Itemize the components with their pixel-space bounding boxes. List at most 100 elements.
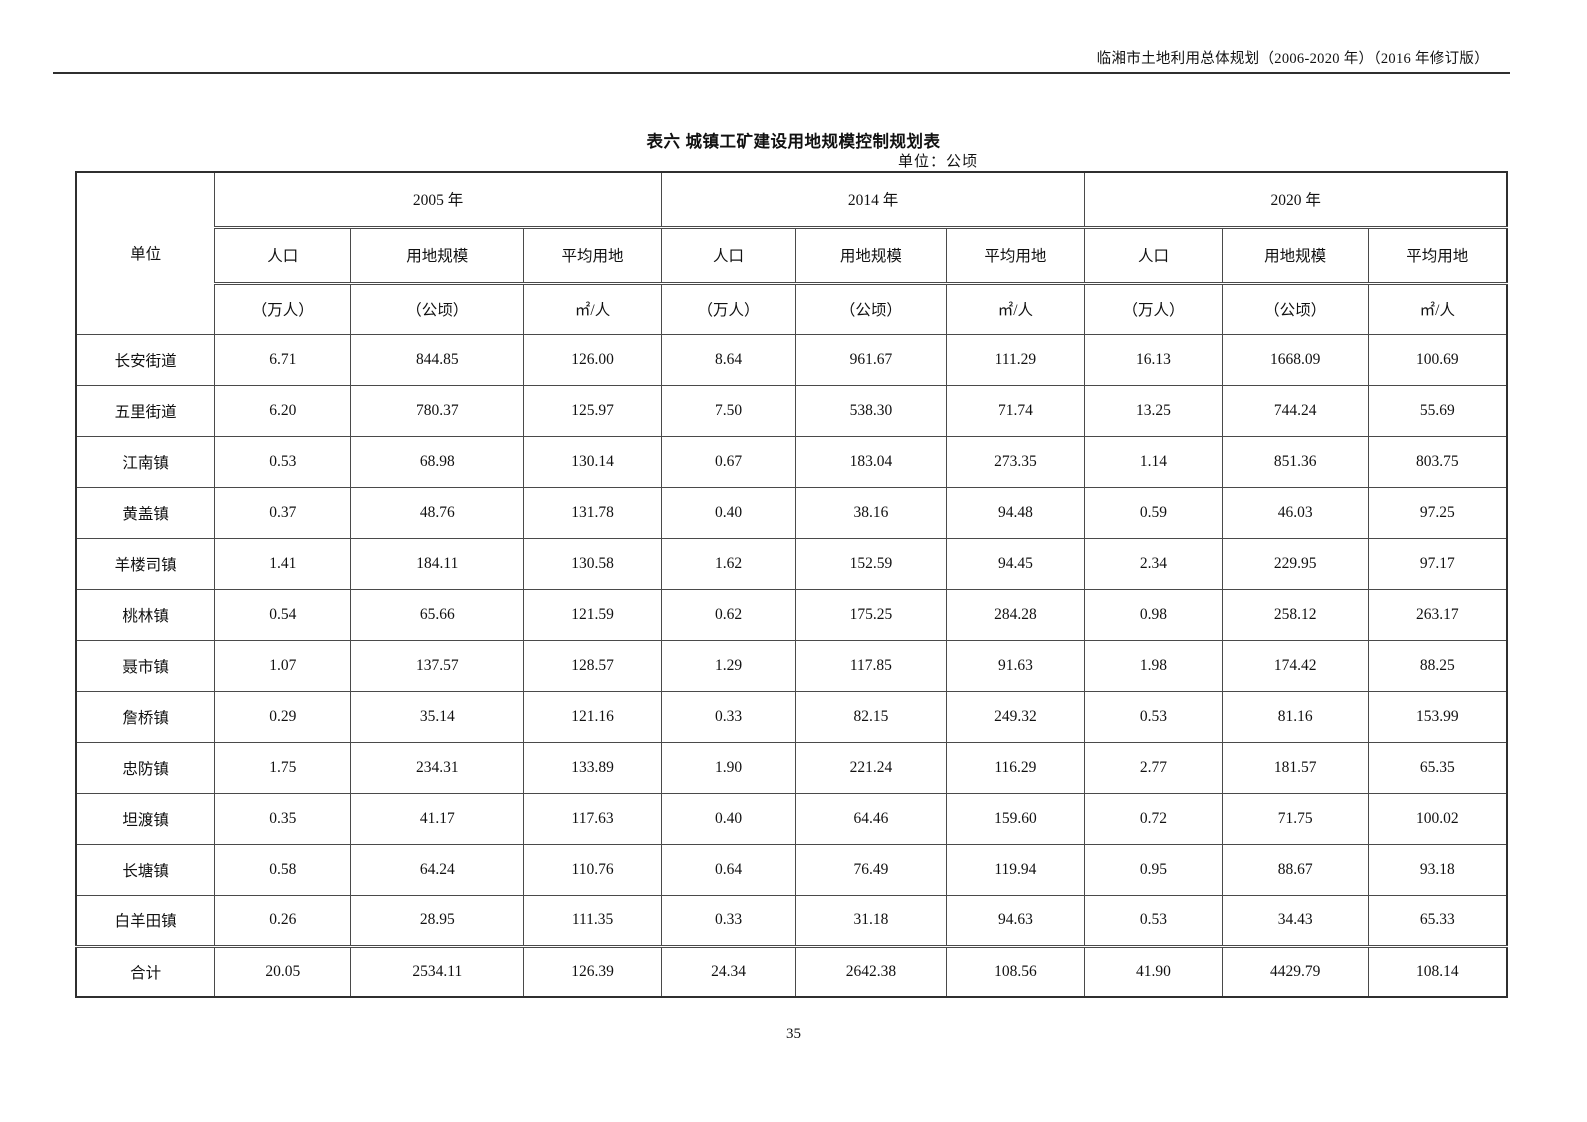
data-cell: 116.29 xyxy=(945,741,1086,794)
data-cell: 126.00 xyxy=(523,333,662,386)
data-cell: 126.39 xyxy=(523,944,662,998)
data-cell: 263.17 xyxy=(1367,588,1508,641)
year-group-header: 2014 年 xyxy=(660,171,1086,229)
data-cell: 117.85 xyxy=(795,639,947,692)
table-row: 桃林镇 0.54 65.66 121.59 0.62 175.25 284.28 0.98 25… xyxy=(75,588,1508,641)
data-cell: 0.29 xyxy=(214,690,352,743)
data-cell: 88.25 xyxy=(1367,639,1508,692)
data-cell: 71.75 xyxy=(1221,792,1369,845)
table-row: 坦渡镇 0.35 41.17 117.63 0.40 64.46 159.60 0.72 71.… xyxy=(75,792,1508,845)
column-header: 平均用地 xyxy=(1367,226,1508,285)
data-cell: 7.50 xyxy=(660,384,797,437)
data-cell: 234.31 xyxy=(350,741,525,794)
data-cell: 0.64 xyxy=(660,843,797,896)
table-row: 长安街道 6.71 844.85 126.00 8.64 961.67 111.29 16.1… xyxy=(75,333,1508,386)
column-header: 用地规模 xyxy=(1221,226,1369,285)
column-header: 用地规模 xyxy=(350,226,525,285)
row-name-cell: 五里街道 xyxy=(75,384,216,437)
data-cell: 100.02 xyxy=(1367,792,1508,845)
row-name-cell: 合计 xyxy=(75,944,216,998)
data-cell: 133.89 xyxy=(523,741,662,794)
data-cell: 88.67 xyxy=(1221,843,1369,896)
data-cell: 1668.09 xyxy=(1221,333,1369,386)
unit-header: （公顷） xyxy=(1221,282,1369,335)
data-cell: 1.98 xyxy=(1084,639,1223,692)
data-cell: 117.63 xyxy=(523,792,662,845)
data-cell: 38.16 xyxy=(795,486,947,539)
data-cell: 111.29 xyxy=(945,333,1086,386)
data-cell: 20.05 xyxy=(214,944,352,998)
planning-table: 单位 2005 年 2014 年 2020 年 人口 用地规模 平均用地 人口 … xyxy=(75,171,1508,998)
data-cell: 0.33 xyxy=(660,690,797,743)
data-cell: 93.18 xyxy=(1367,843,1508,896)
row-name-cell: 詹桥镇 xyxy=(75,690,216,743)
data-cell: 0.59 xyxy=(1084,486,1223,539)
data-cell: 1.29 xyxy=(660,639,797,692)
data-cell: 16.13 xyxy=(1084,333,1223,386)
data-cell: 82.15 xyxy=(795,690,947,743)
data-cell: 94.45 xyxy=(945,537,1086,590)
data-cell: 41.90 xyxy=(1084,944,1223,998)
row-name-cell: 桃林镇 xyxy=(75,588,216,641)
data-cell: 4429.79 xyxy=(1221,944,1369,998)
data-cell: 0.40 xyxy=(660,792,797,845)
unit-header: （公顷） xyxy=(795,282,947,335)
column-header: 平均用地 xyxy=(945,226,1086,285)
data-cell: 2642.38 xyxy=(795,944,947,998)
data-cell: 0.53 xyxy=(1084,894,1223,947)
data-cell: 65.35 xyxy=(1367,741,1508,794)
column-header: 用地规模 xyxy=(795,226,947,285)
row-name-cell: 坦渡镇 xyxy=(75,792,216,845)
table-title: 表六 城镇工矿建设用地规模控制规划表 xyxy=(646,133,941,151)
data-cell: 64.24 xyxy=(350,843,525,896)
table-row: 忠防镇 1.75 234.31 133.89 1.90 221.24 116.29 2.77 1… xyxy=(75,741,1508,794)
data-cell: 1.07 xyxy=(214,639,352,692)
data-cell: 34.43 xyxy=(1221,894,1369,947)
table-row: 长塘镇 0.58 64.24 110.76 0.64 76.49 119.94 0.95 88.… xyxy=(75,843,1508,896)
data-cell: 0.72 xyxy=(1084,792,1223,845)
data-cell: 0.26 xyxy=(214,894,352,947)
data-cell: 119.94 xyxy=(945,843,1086,896)
data-cell: 97.17 xyxy=(1367,537,1508,590)
data-cell: 1.41 xyxy=(214,537,352,590)
header-row-labels: 人口 用地规模 平均用地 人口 用地规模 平均用地 人口 用地规模 平均用地 xyxy=(76,226,1508,285)
unit-header: （万人） xyxy=(214,282,352,335)
row-name-cell: 羊楼司镇 xyxy=(75,537,216,590)
data-cell: 131.78 xyxy=(523,486,662,539)
data-cell: 153.99 xyxy=(1367,690,1508,743)
data-cell: 183.04 xyxy=(795,435,947,488)
data-cell: 1.75 xyxy=(214,741,352,794)
data-cell: 0.62 xyxy=(660,588,797,641)
data-cell: 0.67 xyxy=(660,435,797,488)
data-cell: 100.69 xyxy=(1367,333,1508,386)
data-cell: 229.95 xyxy=(1221,537,1369,590)
data-cell: 780.37 xyxy=(350,384,525,437)
data-cell: 184.11 xyxy=(350,537,525,590)
data-cell: 128.57 xyxy=(523,639,662,692)
data-cell: 0.33 xyxy=(660,894,797,947)
unit-header: ㎡/人 xyxy=(1367,282,1508,335)
data-cell: 1.90 xyxy=(660,741,797,794)
data-cell: 0.54 xyxy=(214,588,352,641)
unit-header: （万人） xyxy=(1084,282,1223,335)
data-cell: 68.98 xyxy=(350,435,525,488)
data-cell: 137.57 xyxy=(350,639,525,692)
data-cell: 538.30 xyxy=(795,384,947,437)
data-cell: 8.64 xyxy=(660,333,797,386)
data-cell: 13.25 xyxy=(1084,384,1223,437)
data-cell: 0.58 xyxy=(214,843,352,896)
data-cell: 65.33 xyxy=(1367,894,1508,947)
row-name-cell: 黄盖镇 xyxy=(75,486,216,539)
table-row: 五里街道 6.20 780.37 125.97 7.50 538.30 71.74 13.25… xyxy=(75,384,1508,437)
header-row-units: （万人） （公顷） ㎡/人 （万人） （公顷） ㎡/人 （万人） （公顷） ㎡/… xyxy=(76,282,1508,335)
data-cell: 0.95 xyxy=(1084,843,1223,896)
data-cell: 744.24 xyxy=(1221,384,1369,437)
data-cell: 175.25 xyxy=(795,588,947,641)
data-cell: 2.34 xyxy=(1084,537,1223,590)
unit-header: ㎡/人 xyxy=(523,282,662,335)
data-cell: 961.67 xyxy=(795,333,947,386)
data-cell: 65.66 xyxy=(350,588,525,641)
table-container: 单位 2005 年 2014 年 2020 年 人口 用地规模 平均用地 人口 … xyxy=(75,171,1508,998)
data-cell: 130.58 xyxy=(523,537,662,590)
